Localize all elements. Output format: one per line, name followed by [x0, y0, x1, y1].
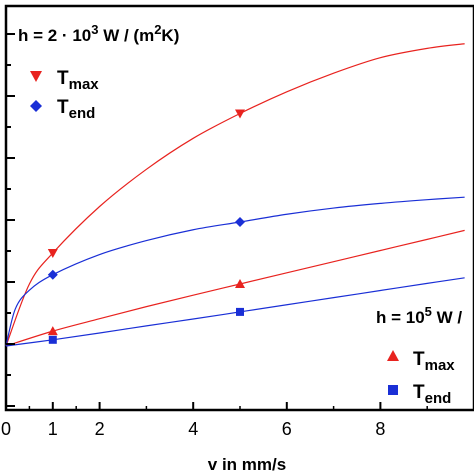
legend-top: Tmax Tend: [30, 68, 99, 122]
data-point-tmax-0: [47, 249, 58, 258]
data-point-tmax-0: [235, 109, 245, 119]
data-point-tmax-2: [47, 326, 58, 336]
x-tick-label: 2: [95, 419, 105, 439]
legend-marker-tmax-up: [387, 350, 399, 361]
legend-marker-tmax-down: [30, 71, 42, 82]
x-tick-label: 0: [1, 419, 11, 439]
x-tick-label: 8: [375, 419, 385, 439]
legend-marker-tend-diamond: [30, 100, 42, 112]
data-point-tend-3: [236, 307, 244, 316]
data-point-tend-1: [47, 269, 58, 280]
legend-label-tend-top: Tend: [57, 97, 95, 122]
data-point-tmax-2: [235, 279, 245, 288]
x-tick-label: 1: [48, 419, 58, 439]
legend-bottom: Tmax Tend: [387, 349, 455, 407]
plot-area: [4, 4, 474, 412]
legend-label-tend-bottom: Tend: [413, 382, 451, 407]
series-line-0: [5, 43, 465, 347]
x-tick-label: 4: [188, 419, 198, 439]
annotation-h-2e3: h = 2 · 103 W / (m2K): [18, 22, 179, 46]
x-tick-label: 6: [282, 419, 292, 439]
plot-frame: [4, 4, 474, 412]
x-axis-label: v in mm/s: [208, 455, 286, 474]
series-line-1: [5, 196, 465, 347]
data-point-tend-3: [48, 335, 57, 344]
axis-ticks: 0 1 2 4 6 8: [1, 33, 428, 439]
legend-marker-tend-square: [388, 385, 398, 395]
annotation-h-1e5: h = 105 W /: [376, 304, 462, 328]
data-point-tend-1: [235, 217, 245, 227]
series-markers: [47, 109, 245, 344]
legend-label-tmax-bottom: Tmax: [413, 349, 455, 374]
legend-label-tmax-top: Tmax: [57, 68, 99, 93]
